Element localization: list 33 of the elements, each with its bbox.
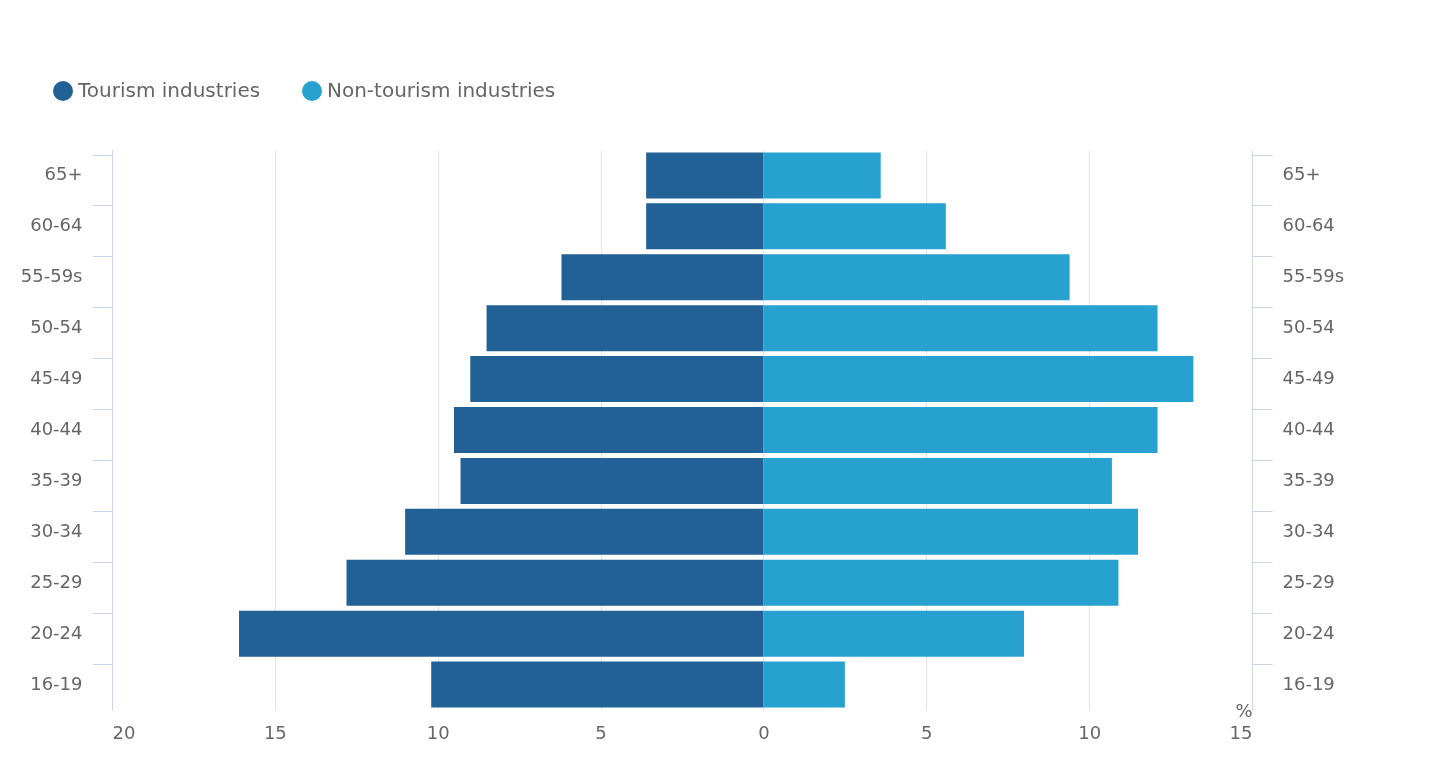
y-tick-label: 35-39 — [30, 468, 83, 490]
x-tick-label: 20 — [112, 721, 136, 743]
y-tick-label: 45-49 — [30, 367, 83, 389]
y-tick-label: 25-29 — [30, 570, 83, 592]
category-label: 35-39 — [1282, 468, 1335, 490]
y-tick-label: 16-19 — [30, 672, 83, 694]
category-label: 40-44 — [1282, 418, 1335, 439]
y-tick-label: 30-34 — [30, 519, 83, 541]
y-tick-label: 55-59s — [20, 265, 83, 287]
category-label: 20-24 — [1282, 621, 1335, 643]
x-tick-label: 0 — [758, 721, 770, 743]
y-tick-label: 50-54 — [30, 316, 83, 338]
x-tick-label: 10 — [426, 721, 450, 743]
category-label: 45-49 — [1282, 367, 1335, 389]
y-tick-label: 65+ — [44, 163, 83, 185]
x-tick-label: 5 — [595, 721, 607, 743]
x-tick-label: 5 — [921, 721, 933, 743]
x-tick-label: 10 — [1078, 721, 1102, 743]
category-label: 60-64 — [1282, 214, 1335, 236]
category-label: 30-34 — [1282, 519, 1335, 541]
category-label: 16-19 — [1282, 672, 1335, 694]
x-tick-label: 15 — [1229, 721, 1253, 743]
legend-label: Tourism industries — [77, 78, 261, 102]
x-axis-title: % — [1235, 699, 1253, 721]
y-tick-label: 40-44 — [30, 418, 83, 439]
x-tick-label: 15 — [263, 721, 287, 743]
legend-label: Non-tourism industries — [327, 78, 556, 102]
category-label: 55-59s — [1282, 265, 1345, 287]
category-label: 25-29 — [1282, 570, 1335, 592]
category-label: 50-54 — [1282, 316, 1335, 338]
y-tick-label: 60-64 — [30, 214, 83, 236]
y-tick-label: 20-24 — [30, 621, 83, 643]
category-label: 65+ — [1282, 163, 1321, 185]
